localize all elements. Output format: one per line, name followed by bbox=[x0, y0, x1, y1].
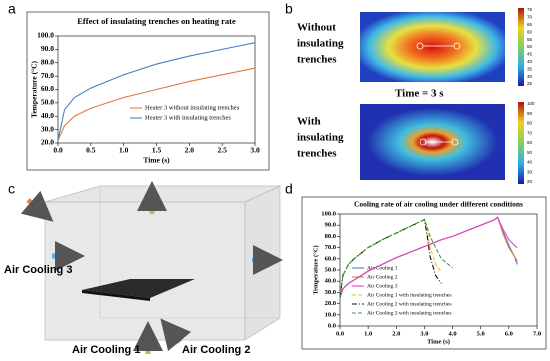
colorbar-tick-label: 20 bbox=[527, 179, 533, 184]
cooling-label: Air Cooling 3 bbox=[4, 264, 72, 276]
y-tick-label: 100.0 bbox=[37, 31, 54, 40]
colorbar-tick-label: 30 bbox=[527, 74, 533, 79]
x-tick-label: 7.0 bbox=[533, 330, 541, 337]
chart-title: Cooling rate of air cooling under differ… bbox=[354, 200, 523, 209]
y-tick-label: 30.0 bbox=[41, 124, 54, 133]
y-tick-label: 80.0 bbox=[41, 57, 54, 66]
colorbar-tick-label: 25 bbox=[527, 81, 533, 86]
colorbar bbox=[518, 8, 524, 86]
x-tick-label: 2.0 bbox=[392, 330, 400, 337]
y-tick-label: 90.0 bbox=[41, 44, 54, 53]
legend-label: Heater 3 with insulating trenches bbox=[145, 114, 231, 121]
x-tick-label: 6.0 bbox=[505, 330, 513, 337]
plot: Effect of insulating trenches on heating… bbox=[30, 16, 260, 165]
y-tick-label: 20.0 bbox=[325, 300, 336, 307]
panel-label: c bbox=[8, 181, 15, 197]
legend-label: Air Cooling 3 with insulating trenches bbox=[367, 310, 451, 316]
x-axis-label: Time (s) bbox=[143, 156, 170, 165]
y-tick-label: 50.0 bbox=[41, 98, 54, 107]
legend-label: Heater 3 without insulating trenches bbox=[145, 104, 240, 111]
colorbar-tick-label: 90 bbox=[527, 111, 533, 116]
colorbar-tick-label: 65 bbox=[527, 22, 533, 27]
x-tick-label: 1.0 bbox=[364, 330, 372, 337]
y-tick-label: 40.0 bbox=[41, 111, 54, 120]
colorbar-tick-label: 60 bbox=[527, 140, 533, 145]
colorbar-tick-label: 35 bbox=[527, 66, 533, 71]
panel-label: a bbox=[8, 1, 16, 17]
time-label: Time = 3 s bbox=[395, 88, 444, 100]
y-tick-label: 20.0 bbox=[41, 138, 54, 147]
series-line bbox=[339, 218, 453, 299]
x-tick-label: 4.0 bbox=[449, 330, 457, 337]
x-tick-label: 0.0 bbox=[336, 330, 344, 337]
y-axis-label: Temperature (°C) bbox=[312, 245, 319, 294]
panel-label: d bbox=[285, 181, 293, 197]
legend-label: Air Cooling 1 with insulating trenches bbox=[367, 292, 451, 298]
cooling-label: Air Cooling 1 bbox=[72, 344, 140, 356]
x-tick-label: 1.5 bbox=[152, 146, 162, 155]
x-tick-label: 0.5 bbox=[86, 146, 96, 155]
colorbar-tick-label: 40 bbox=[527, 59, 533, 64]
colorbar-tick-label: 75 bbox=[527, 7, 533, 12]
colorbar-tick-label: 30 bbox=[527, 169, 533, 174]
chart-frame bbox=[26, 11, 270, 171]
heat-map-label: trenches bbox=[297, 54, 337, 66]
series-line bbox=[57, 42, 256, 141]
colorbar-tick-label: 80 bbox=[527, 121, 533, 126]
x-axis-label: Time (s) bbox=[427, 338, 450, 345]
colorbar-tick-label: 70 bbox=[527, 15, 533, 20]
panel-label: b bbox=[285, 1, 293, 17]
y-tick-label: 10.0 bbox=[325, 311, 336, 318]
chart-frame bbox=[301, 196, 547, 350]
heat-map-label: insulating bbox=[297, 132, 344, 144]
colorbar bbox=[518, 102, 524, 184]
colorbar-tick-label: 40 bbox=[527, 160, 533, 165]
y-tick-label: 70.0 bbox=[41, 71, 54, 80]
colorbar-tick-label: 50 bbox=[527, 150, 533, 155]
x-tick-label: 1.0 bbox=[119, 146, 129, 155]
colorbar-tick-label: 60 bbox=[527, 29, 533, 34]
y-axis-label: Temperature (°C) bbox=[30, 61, 39, 118]
y-tick-label: 80.0 bbox=[325, 233, 336, 240]
plot: Cooling rate of air cooling under differ… bbox=[312, 200, 541, 346]
colorbar-tick-label: 50 bbox=[527, 44, 533, 49]
x-tick-label: 2.5 bbox=[217, 146, 227, 155]
colorbar-tick-label: 70 bbox=[527, 130, 533, 135]
legend-label: Air Cooling 1 bbox=[367, 265, 398, 271]
heat-map bbox=[360, 12, 505, 82]
y-tick-label: 90.0 bbox=[325, 222, 336, 229]
heat-maps bbox=[360, 8, 524, 184]
cooling-label: Air Cooling 2 bbox=[182, 344, 250, 356]
y-tick-label: 60.0 bbox=[41, 84, 54, 93]
colorbar-tick-label: 100 bbox=[527, 101, 535, 106]
y-tick-label: 40.0 bbox=[325, 278, 336, 285]
x-tick-label: 3.0 bbox=[250, 146, 260, 155]
x-tick-label: 2.0 bbox=[185, 146, 195, 155]
x-tick-label: 0.0 bbox=[53, 146, 63, 155]
heat-map-label: trenches bbox=[297, 148, 337, 160]
y-tick-label: 70.0 bbox=[325, 244, 336, 251]
colorbar-tick-label: 55 bbox=[527, 37, 533, 42]
series-line bbox=[57, 67, 256, 141]
legend-label: Air Cooling 2 bbox=[367, 274, 398, 280]
series-line bbox=[339, 216, 518, 299]
colorbar-tick-label: 45 bbox=[527, 52, 533, 57]
x-tick-label: 5.0 bbox=[477, 330, 485, 337]
heat-map-label: With bbox=[297, 116, 321, 128]
x-tick-label: 3.0 bbox=[420, 330, 428, 337]
legend-label: Air Cooling 2 with insulating trenches bbox=[367, 301, 451, 307]
y-tick-label: 60.0 bbox=[325, 255, 336, 262]
cooling-box bbox=[20, 181, 283, 354]
y-tick-label: 50.0 bbox=[325, 266, 336, 273]
heat-map-label: Without bbox=[297, 22, 336, 34]
y-tick-label: 100.0 bbox=[321, 210, 336, 217]
heat-map-label: insulating bbox=[297, 38, 344, 50]
chart-title: Effect of insulating trenches on heating… bbox=[77, 16, 236, 26]
y-tick-label: 0.0 bbox=[328, 322, 336, 329]
legend-label: Air Cooling 3 bbox=[367, 283, 398, 289]
y-tick-label: 30.0 bbox=[325, 289, 336, 296]
